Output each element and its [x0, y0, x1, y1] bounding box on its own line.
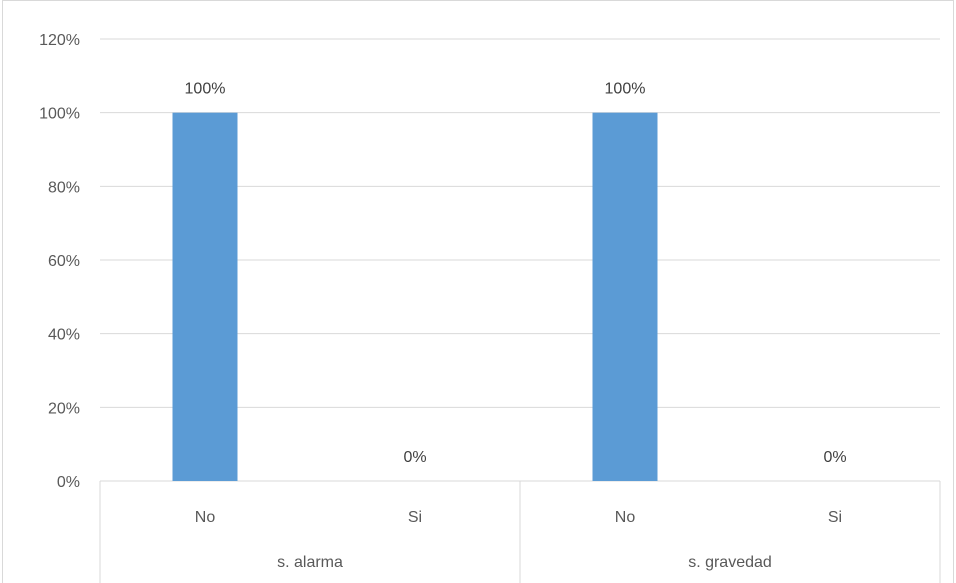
y-tick-label: 60% — [48, 253, 80, 270]
y-tick-label: 40% — [48, 327, 80, 344]
y-tick-label: 80% — [48, 179, 80, 196]
category-label: Si — [408, 509, 422, 526]
data-label: 100% — [185, 81, 226, 98]
category-label: Si — [828, 509, 842, 526]
category-label: No — [615, 509, 636, 526]
data-label: 0% — [403, 449, 426, 466]
data-label: 0% — [823, 449, 846, 466]
data-label: 100% — [605, 81, 646, 98]
y-tick-label: 0% — [57, 474, 80, 491]
group-label: s. gravedad — [688, 554, 772, 571]
y-tick-label: 20% — [48, 400, 80, 417]
group-label: s. alarma — [277, 554, 343, 571]
bar — [172, 112, 238, 482]
category-label: No — [195, 509, 216, 526]
bar — [592, 112, 658, 482]
y-tick-label: 100% — [39, 106, 80, 123]
y-tick-label: 120% — [39, 32, 80, 49]
